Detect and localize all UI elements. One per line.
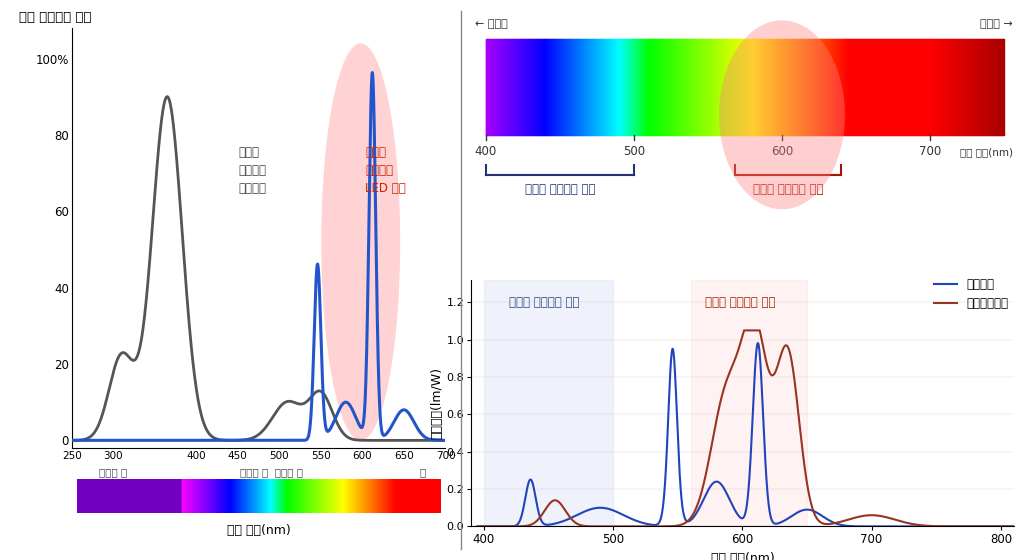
Y-axis label: 발광효율(lm/W): 발광효율(lm/W) (430, 367, 443, 439)
X-axis label: 빛의 파장(nm): 빛의 파장(nm) (711, 552, 774, 560)
Text: 벌레가 좋아하는 영역: 벌레가 좋아하는 영역 (510, 296, 580, 309)
Text: 600: 600 (771, 145, 794, 158)
Text: 빛에 반응하는 정도: 빛에 반응하는 정도 (19, 11, 92, 24)
Text: 해충이
싫어하는
LED 파장: 해충이 싫어하는 LED 파장 (366, 146, 406, 195)
Text: ← 자외선: ← 자외선 (475, 18, 508, 29)
Text: 700: 700 (919, 145, 941, 158)
Text: 해충이
좋아하는
파장대역: 해충이 좋아하는 파장대역 (238, 146, 266, 195)
Text: 400: 400 (475, 145, 497, 158)
Text: 벌레가 좋아하는 영역: 벌레가 좋아하는 영역 (524, 183, 595, 196)
Text: 빛의 파장(nm): 빛의 파장(nm) (226, 524, 291, 536)
Text: 벌레가 싫어하는 영역: 벌레가 싫어하는 영역 (705, 296, 775, 309)
Text: 붉: 붉 (419, 466, 425, 477)
Legend: 일반램프, 해충방지램프: 일반램프, 해충방지램프 (929, 274, 1014, 315)
Text: 500: 500 (623, 145, 645, 158)
Bar (484, 280, 613, 526)
Text: 초록색 빛  노란색 빛: 초록색 빛 노란색 빛 (240, 466, 302, 477)
Ellipse shape (322, 43, 400, 440)
Text: 벌레가 싫어하는 영역: 벌레가 싫어하는 영역 (753, 183, 823, 196)
Ellipse shape (719, 20, 845, 209)
Text: 보라색 빛: 보라색 빛 (99, 466, 127, 477)
Text: 빛의 파장(nm): 빛의 파장(nm) (959, 147, 1013, 157)
Bar (691, 280, 807, 526)
Text: 적외선 →: 적외선 → (980, 18, 1013, 29)
